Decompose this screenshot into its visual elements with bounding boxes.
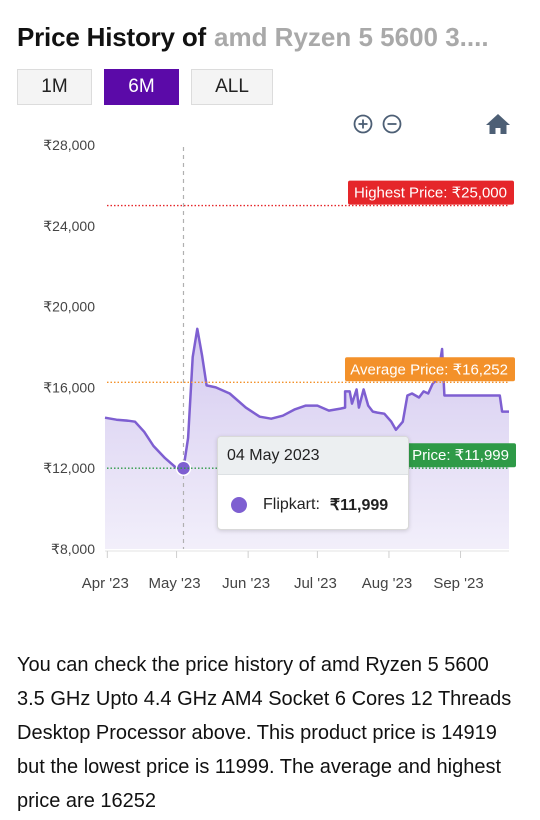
tab-all[interactable]: ALL (191, 69, 273, 105)
home-icon[interactable] (486, 114, 510, 134)
y-tick-label: ₹24,000 (43, 218, 95, 234)
chart-tooltip: 04 May 2023 Flipkart: ₹11,999 (217, 436, 409, 530)
annotation-label: Price: ₹11,999 (412, 447, 509, 464)
highlighted-point (175, 460, 192, 476)
description-text: You can check the price history of amd R… (17, 654, 512, 812)
tooltip-value: ₹11,999 (329, 497, 389, 514)
x-tick-label: Sep '23 (433, 575, 483, 592)
y-tick-label: ₹20,000 (43, 299, 95, 315)
annotation-label: Highest Price: ₹25,000 (354, 185, 507, 202)
annotation-layer: Highest Price: ₹25,000 Average Price: ₹16… (107, 180, 516, 469)
tooltip-date: 04 May 2023 (218, 437, 408, 475)
x-tick-label: Apr '23 (82, 575, 129, 592)
annotation-label-box (405, 443, 516, 468)
y-tick-label: ₹8,000 (51, 541, 95, 557)
series-marker-icon (231, 497, 247, 513)
x-tick-label: May '23 (149, 575, 201, 592)
page-title: Price History of amd Ryzen 5 5600 3.... (17, 22, 527, 53)
y-axis: ₹28,000 ₹24,000 ₹20,000 ₹16,000 ₹12,000 ₹8,00… (43, 137, 95, 557)
annotation-label-box (348, 180, 514, 205)
zoom-in-icon[interactable] (353, 114, 373, 134)
zoom-out-icon[interactable] (382, 114, 402, 134)
y-tick-label: ₹28,000 (43, 137, 95, 153)
x-tick-label: Jul '23 (294, 575, 337, 592)
tab-1m[interactable]: 1M (17, 69, 92, 105)
x-axis: Apr '23 May '23 Jun '23 Jul '23 Aug '23 Sep '… (82, 550, 509, 592)
x-tick-label: Jun '23 (222, 575, 270, 592)
product-name: amd Ryzen 5 5600 3.... (213, 22, 489, 52)
x-tick-label: Aug '23 (362, 575, 412, 592)
range-tabs: 1M 6M ALL (17, 69, 273, 105)
annotation-label-box (345, 357, 515, 382)
tooltip-row: Flipkart: ₹11,999 (218, 475, 408, 515)
tooltip-series: Flipkart: (263, 496, 320, 513)
annotation-label: Average Price: ₹16,252 (350, 361, 508, 378)
tab-6m[interactable]: 6M (104, 69, 179, 105)
y-tick-label: ₹16,000 (43, 379, 95, 395)
y-tick-label: ₹12,000 (43, 460, 95, 476)
page-title-label: Price History of (17, 22, 206, 52)
